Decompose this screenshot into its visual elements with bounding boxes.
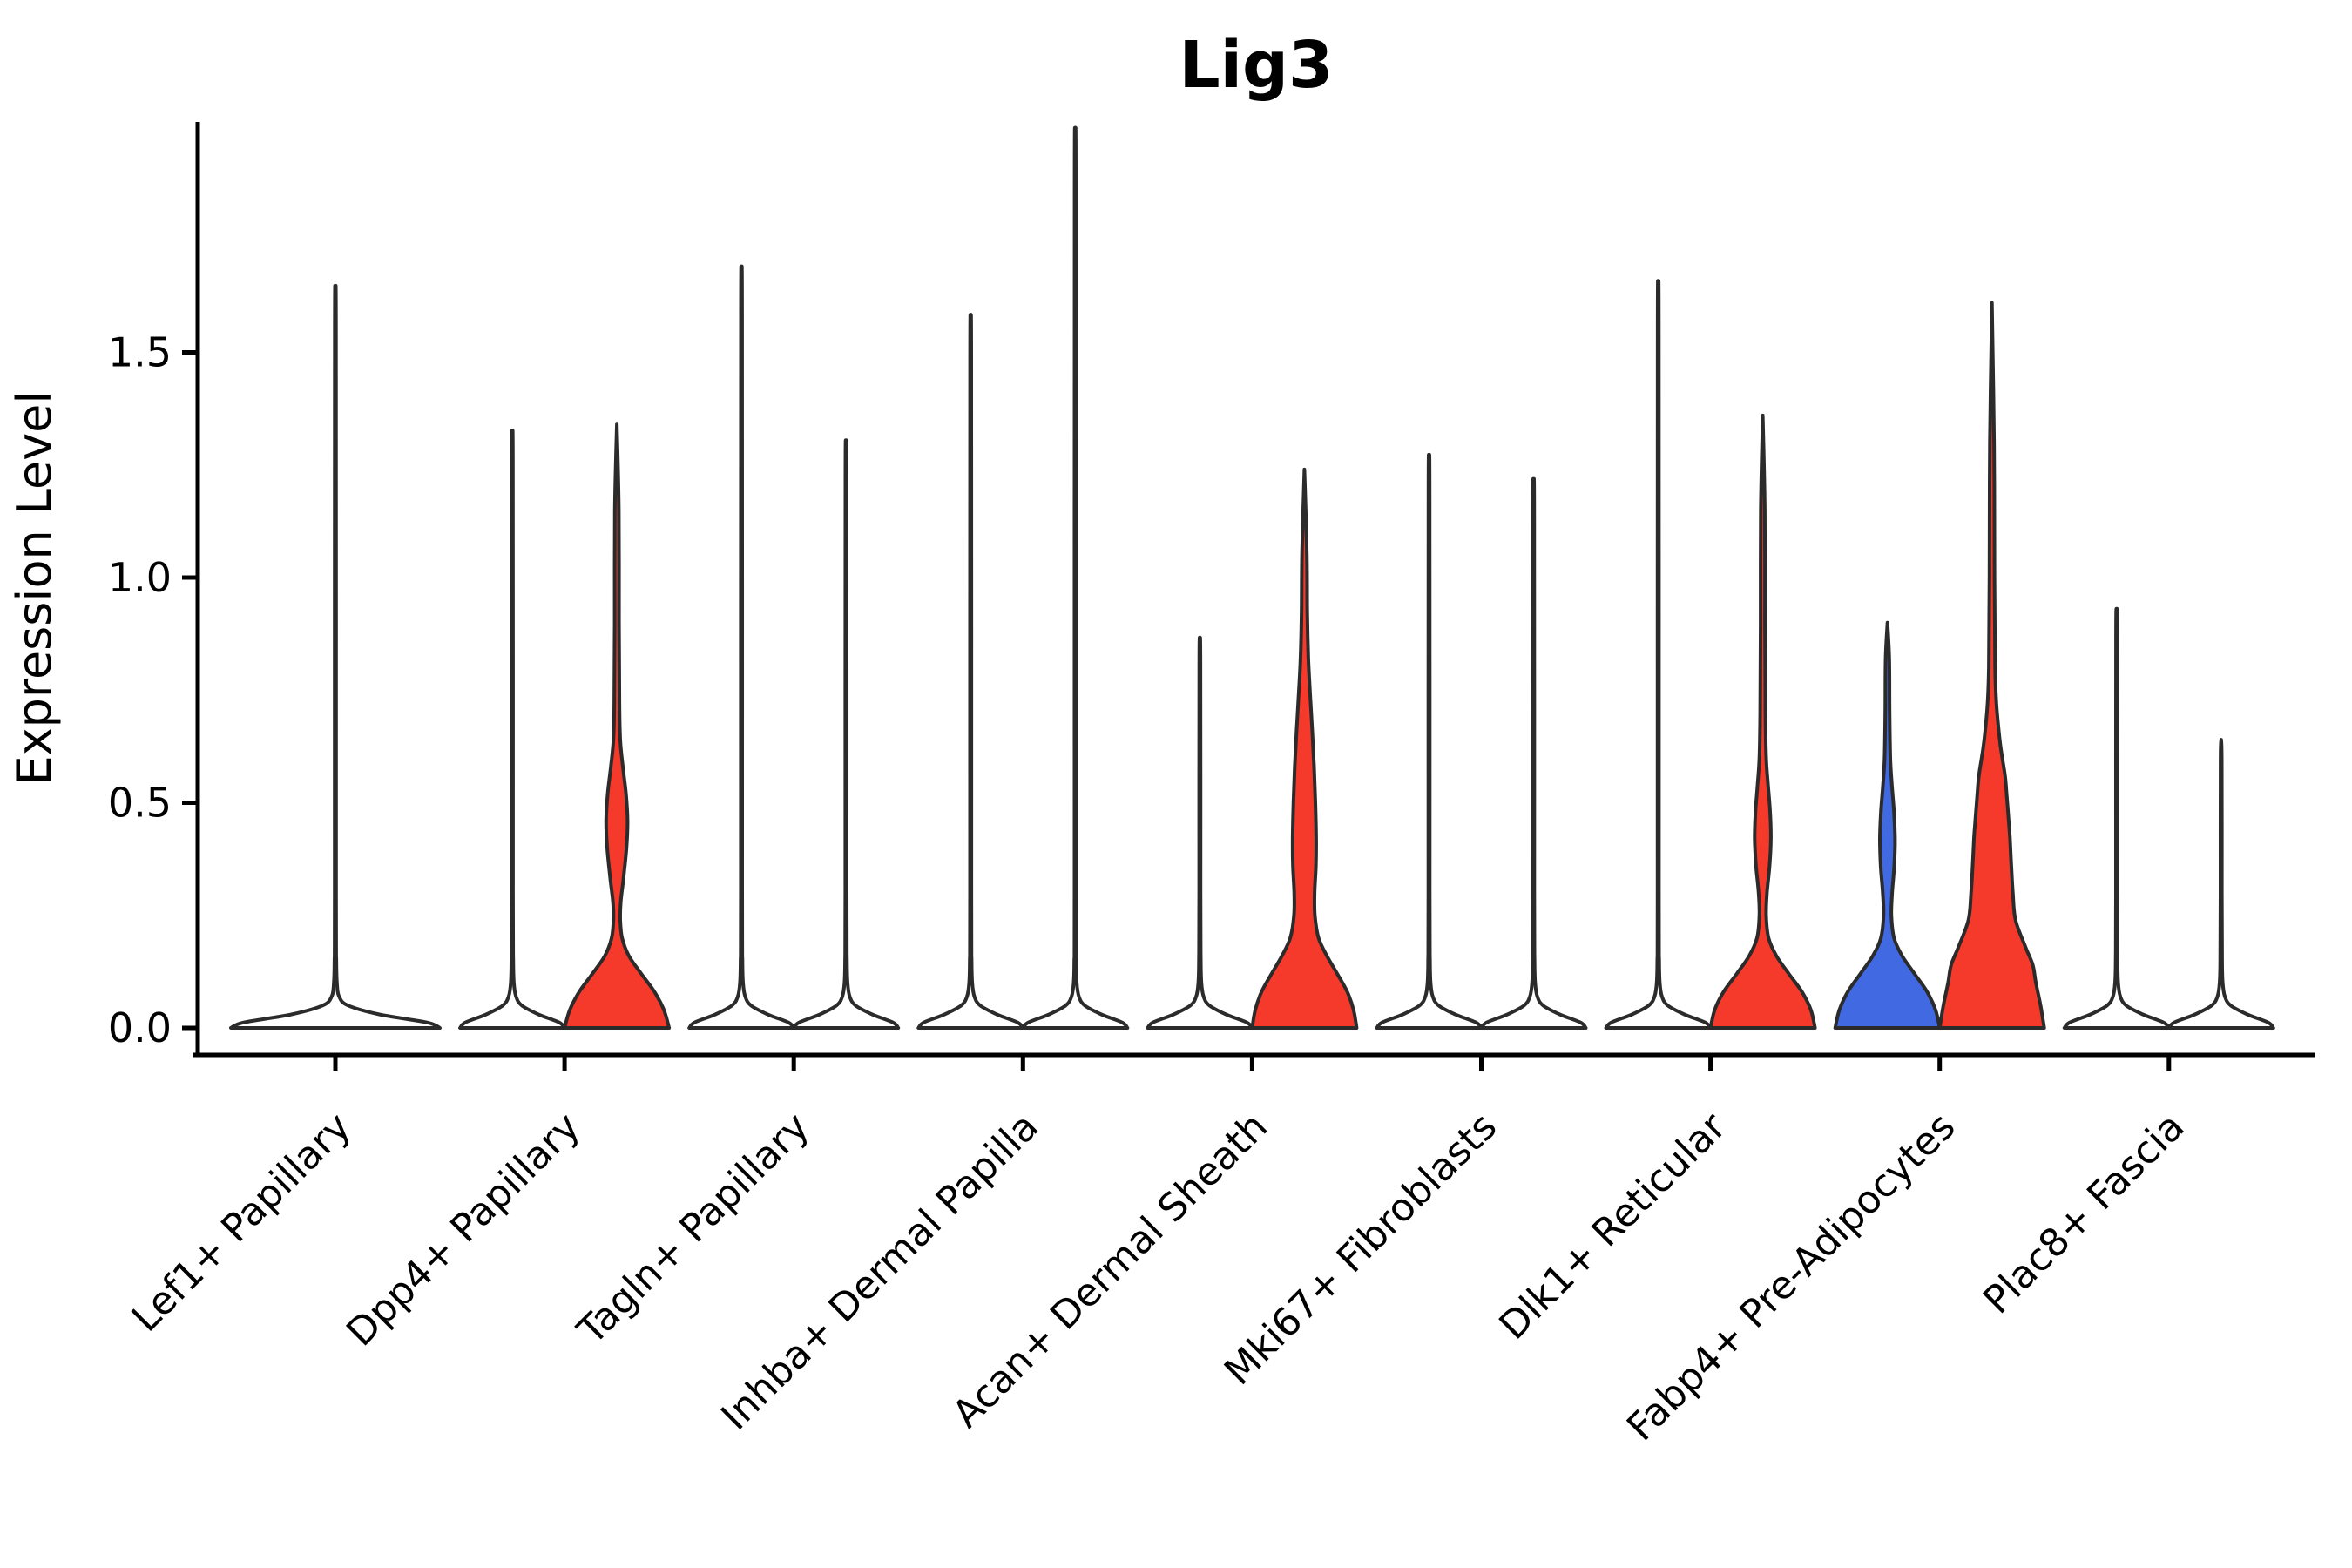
violins-layer (229, 125, 2275, 1030)
violin-fabp4-pre-adipocytes-right (1937, 301, 2046, 1030)
violin-plac8-fascia-right (2166, 738, 2275, 1030)
violin-acan-dermal-sheath-right (1250, 467, 1359, 1030)
violin-dlk1-reticular-right (1708, 413, 1817, 1030)
y-axis-label: Expression Level (7, 391, 62, 786)
y-tick-label-1.0: 1.0 (108, 554, 172, 601)
violin-tagln-papillary-right (792, 438, 901, 1030)
violin-dpp4-papillary-right (563, 422, 672, 1030)
violin-dlk1-reticular-left (1604, 279, 1713, 1030)
violin-lef1-papillary-full (229, 283, 442, 1030)
violin-dpp4-papillary-left (458, 429, 567, 1030)
x-tick-label-tagln-papillary: Tagln+ Papillary (569, 1105, 818, 1354)
y-tick-label-0.0: 0.0 (108, 1004, 172, 1051)
x-tick-label-lef1-papillary: Lef1+ Papillary (124, 1105, 360, 1341)
plot-title: Lig3 (1179, 28, 1334, 103)
x-tick-label-dpp4-papillary: Dpp4+ Papillary (338, 1105, 589, 1355)
y-tick-label-0.5: 0.5 (108, 780, 172, 827)
x-tick-label-dlk1-reticular: Dlk1+ Reticular (1490, 1104, 1735, 1348)
violin-inhba-dermal-papilla-left (916, 313, 1025, 1030)
violin-tagln-papillary-left (687, 264, 796, 1030)
y-tick-label-1.5: 1.5 (108, 329, 172, 376)
violin-fabp4-pre-adipocytes-left (1833, 620, 1942, 1030)
violin-mki67-fibroblasts-left (1375, 453, 1484, 1030)
violin-acan-dermal-sheath-left (1146, 636, 1254, 1030)
violin-inhba-dermal-papilla-right (1021, 125, 1130, 1030)
x-tick-label-plac8-fascia: Plac8+ Fascia (1975, 1105, 2193, 1323)
violin-plac8-fascia-left (2062, 606, 2171, 1030)
violin-mki67-fibroblasts-right (1479, 476, 1588, 1030)
